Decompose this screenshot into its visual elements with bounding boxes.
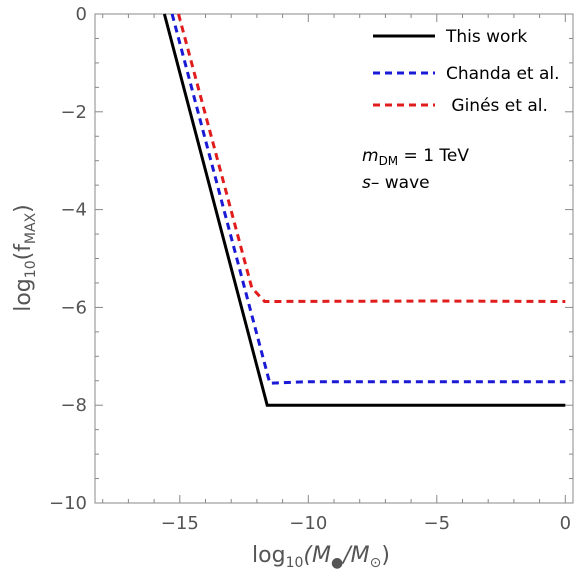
- series-line-gines: [177, 13, 566, 304]
- legend: This work Chanda et al. Ginés et al.: [373, 27, 560, 116]
- axis-ticks: [95, 13, 573, 504]
- y-axis-label: log10(fMAX): [11, 204, 39, 312]
- x-tick-label: −15: [161, 513, 199, 534]
- legend-label-chanda: Chanda et al.: [446, 64, 560, 84]
- y-tick-label: −2: [60, 102, 87, 123]
- x-tick-label: −10: [289, 513, 327, 534]
- legend-label-gines: Ginés et al.: [446, 96, 548, 116]
- y-tick-label: −10: [49, 493, 87, 514]
- series-layer: [162, 13, 566, 407]
- x-tick-label: −5: [424, 513, 451, 534]
- x-axis-label: log10(M●/M⊙): [252, 543, 390, 571]
- series-line-this-work: [162, 13, 566, 407]
- tick-labels: −15 −10 −5 0 0 −2 −4 −6 −8 −10: [49, 4, 571, 534]
- y-tick-label: 0: [76, 4, 87, 25]
- series-line-chanda: [170, 13, 566, 385]
- annotation-swave: s– wave: [362, 173, 430, 193]
- annotation-dm-mass: mDM = 1 TeV: [362, 146, 469, 168]
- y-tick-label: −4: [60, 200, 87, 221]
- y-tick-label: −8: [60, 395, 87, 416]
- x-tick-label: 0: [560, 513, 571, 534]
- y-tick-label: −6: [60, 297, 87, 318]
- legend-label-this-work: This work: [445, 27, 527, 47]
